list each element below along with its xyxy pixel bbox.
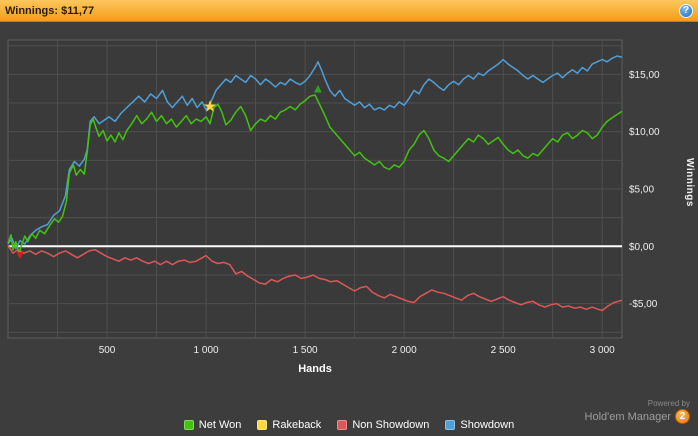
legend-label: Showdown [460, 419, 515, 431]
legend-label: Net Won [198, 419, 242, 431]
non-showdown-line [7, 244, 623, 312]
y-tick-label: $5,00 [629, 185, 654, 196]
legend-label: Rakeback [272, 419, 322, 431]
powered-by-text: Powered by [647, 399, 690, 408]
x-axis-title: Hands [298, 363, 332, 375]
showdown-swatch-icon [445, 420, 456, 430]
non-showdown-swatch-icon [337, 420, 348, 430]
y-axis-title: Winnings [684, 158, 695, 207]
x-tick-label: 1 000 [194, 345, 219, 356]
legend-item-rakeback[interactable]: Rakeback [257, 419, 321, 431]
legend-item-showdown[interactable]: Showdown [445, 419, 514, 431]
x-tick-label: 2 000 [392, 345, 417, 356]
y-tick-label: -$5,00 [629, 299, 658, 310]
legend-item-net-won[interactable]: Net Won [183, 419, 242, 431]
start-loss-arrow-icon: ▼ [14, 248, 26, 262]
showdown-line [7, 55, 623, 250]
winnings-title: Winnings: $11,77 [5, 4, 95, 17]
title-bar: Winnings: $11,77 ? [0, 0, 698, 22]
x-tick-label: 3 000 [590, 345, 615, 356]
help-icon[interactable]: ? [679, 3, 693, 18]
legend: Net Won Rakeback Non Showdown Showdown [0, 419, 698, 431]
brand-name: Hold'em Manager [584, 410, 671, 423]
peak-arrow-icon: ▲ [312, 81, 325, 96]
y-tick-label: $10,00 [629, 127, 660, 138]
y-tick-label: $15,00 [629, 70, 660, 81]
legend-item-non-showdown[interactable]: Non Showdown [337, 419, 429, 431]
legend-label: Non Showdown [352, 419, 430, 431]
footer-brand: Powered by Hold'em Manager 2 [585, 399, 690, 424]
rakeback-star-icon: ★ [204, 98, 217, 114]
net-won-line [7, 94, 623, 254]
y-tick-label: $0,00 [629, 242, 654, 253]
rakeback-swatch-icon [257, 420, 268, 430]
hm2-logo-icon: 2 [675, 409, 690, 424]
x-tick-label: 2 500 [491, 345, 516, 356]
net-won-swatch-icon [183, 420, 194, 430]
x-tick-label: 1 500 [293, 345, 318, 356]
x-tick-label: 500 [99, 345, 116, 356]
